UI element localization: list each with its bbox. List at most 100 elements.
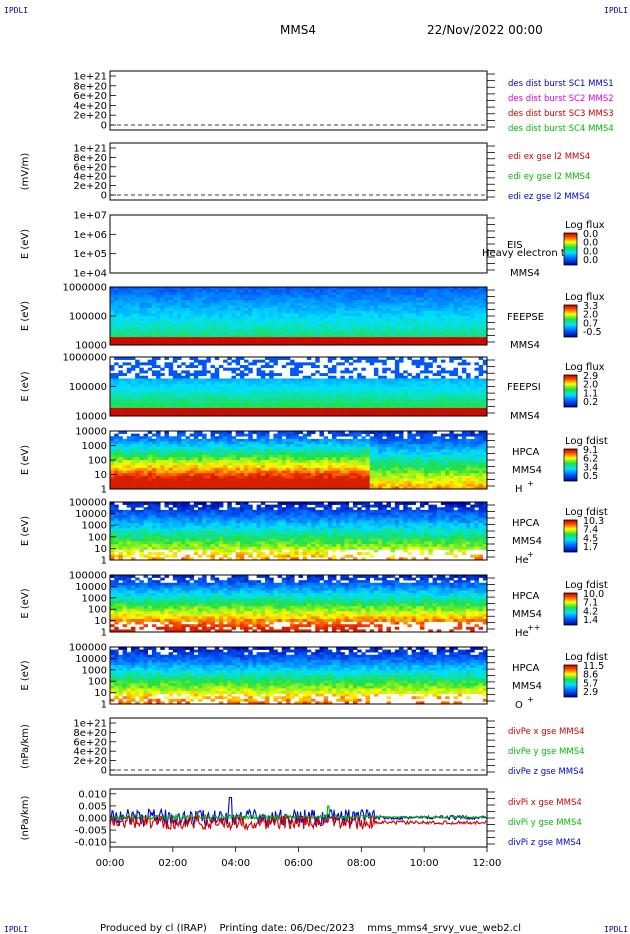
spectrogram-cell — [340, 391, 345, 395]
spectrogram-cell — [210, 329, 216, 333]
spectrogram-cell — [189, 391, 195, 395]
spectrogram-cell — [281, 357, 287, 360]
spectrogram-cell — [277, 413, 283, 417]
spectrogram-cell — [214, 446, 220, 450]
spectrogram-cell — [306, 302, 312, 306]
spectrogram-cell — [197, 342, 203, 346]
spectrogram-cell — [323, 305, 329, 309]
spectrogram-cell — [185, 326, 190, 330]
spectrogram-cell — [290, 337, 295, 341]
spectrogram-cell — [373, 367, 379, 371]
spectrogram-cell — [403, 375, 408, 379]
spectrogram-cell — [415, 457, 421, 461]
spectrogram-cell — [294, 452, 299, 456]
colorbar-title: Log flux — [565, 220, 605, 231]
spectrogram-cell — [394, 457, 400, 461]
spectrogram-cell — [424, 300, 429, 304]
spectrogram-cell — [411, 331, 417, 335]
spectrogram-cell — [244, 287, 249, 290]
spectrogram-cell — [361, 378, 366, 382]
spectrogram-cell — [482, 292, 488, 296]
spectrogram-cell — [457, 391, 463, 395]
spectrogram-cell — [315, 413, 320, 417]
spectrogram-cell — [453, 399, 458, 403]
spectrogram-cell — [327, 449, 333, 453]
spectrogram-cell — [373, 370, 379, 374]
spectrogram-cell — [294, 339, 299, 343]
spectrogram-cell — [193, 375, 199, 379]
spectrogram-cell — [210, 308, 216, 312]
spectrogram-cell — [365, 300, 371, 304]
spectrogram-cell — [403, 449, 408, 453]
spectrogram-cell — [482, 310, 488, 314]
spectrogram-cell — [181, 294, 186, 298]
spectrogram-cell — [264, 391, 270, 395]
spectrogram-cell — [218, 310, 224, 314]
spectrogram-cell — [399, 457, 404, 461]
spectrogram-cell — [135, 331, 140, 335]
spectrogram-cell — [424, 444, 429, 448]
spectrogram-cell — [264, 362, 270, 366]
spectrogram-cell — [185, 321, 190, 325]
spectrogram-cell — [394, 378, 400, 382]
spectrogram-cell — [214, 292, 220, 296]
spectrogram-cell — [399, 378, 404, 382]
spectrogram-cell — [440, 394, 446, 398]
spectrogram-cell — [156, 454, 161, 458]
spectrogram-cell — [424, 386, 429, 390]
spectrogram-cell — [449, 383, 454, 387]
spectrogram-cell — [122, 413, 128, 417]
spectrogram-cell — [122, 297, 128, 301]
spectrogram-cell — [147, 331, 153, 335]
spectrogram-cell — [302, 433, 308, 437]
spectrogram-cell — [415, 405, 421, 409]
spectrogram-cell — [122, 326, 128, 330]
spectrogram-cell — [273, 433, 278, 437]
spectrogram-cell — [181, 323, 186, 327]
spectrogram-cell — [365, 294, 371, 298]
spectrogram-cell — [419, 413, 425, 417]
spectrogram-cell — [466, 389, 471, 393]
spectrogram-cell — [482, 321, 488, 325]
spectrogram-cell — [168, 323, 174, 327]
spectrogram-cell — [290, 370, 295, 374]
spectrogram-cell — [239, 444, 245, 448]
spectrogram-cell — [348, 383, 354, 387]
spectrogram-cell — [424, 457, 429, 461]
spectrogram-cell — [227, 362, 232, 366]
spectrogram-cell — [482, 287, 488, 290]
spectrogram-cell — [269, 305, 274, 309]
spectrogram-cell — [411, 407, 417, 411]
spectrogram-cell — [239, 289, 245, 293]
spectrogram-cell — [357, 399, 362, 403]
spectrogram-cell — [386, 316, 391, 319]
spectrogram-cell — [474, 413, 479, 417]
spectrogram-cell — [365, 378, 371, 382]
spectrogram-cell — [273, 337, 278, 341]
spectrogram-cell — [344, 391, 350, 395]
spectrogram-cell — [189, 292, 195, 296]
spectrogram-cell — [419, 407, 425, 411]
spectrogram-cell — [110, 470, 115, 474]
spectrogram-cell — [177, 431, 182, 434]
spectrogram-cell — [177, 339, 182, 343]
spectrogram-cell — [340, 452, 345, 456]
spectrogram-cell — [147, 470, 153, 474]
spectrogram-cell — [369, 321, 375, 325]
spectrogram-cell — [294, 407, 299, 411]
spectrogram-cell — [210, 334, 216, 338]
spectrogram-cell — [407, 313, 412, 317]
spectrogram-cell — [185, 436, 190, 440]
spectrogram-cell — [327, 289, 333, 293]
spectrogram-cell — [461, 367, 467, 371]
spectrogram-cell — [197, 383, 203, 387]
spectrogram-cell — [151, 470, 157, 474]
spectrogram-cell — [449, 394, 454, 398]
spectrogram-cell — [365, 321, 371, 325]
spectrogram-cell — [269, 441, 274, 445]
spectrogram-cell — [470, 386, 475, 390]
spectrogram-cell — [457, 465, 463, 469]
spectrogram-cell — [214, 326, 220, 330]
spectrogram-cell — [336, 410, 341, 414]
spectrogram-cell — [264, 436, 270, 440]
